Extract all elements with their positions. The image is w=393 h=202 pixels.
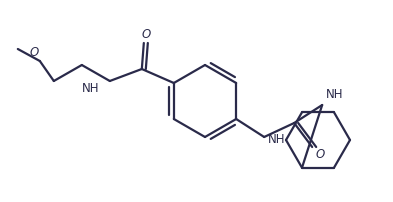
- Text: NH: NH: [82, 81, 100, 95]
- Text: NH: NH: [326, 88, 343, 101]
- Text: NH: NH: [268, 133, 286, 146]
- Text: O: O: [29, 46, 39, 60]
- Text: O: O: [141, 28, 151, 41]
- Text: O: O: [316, 148, 325, 162]
